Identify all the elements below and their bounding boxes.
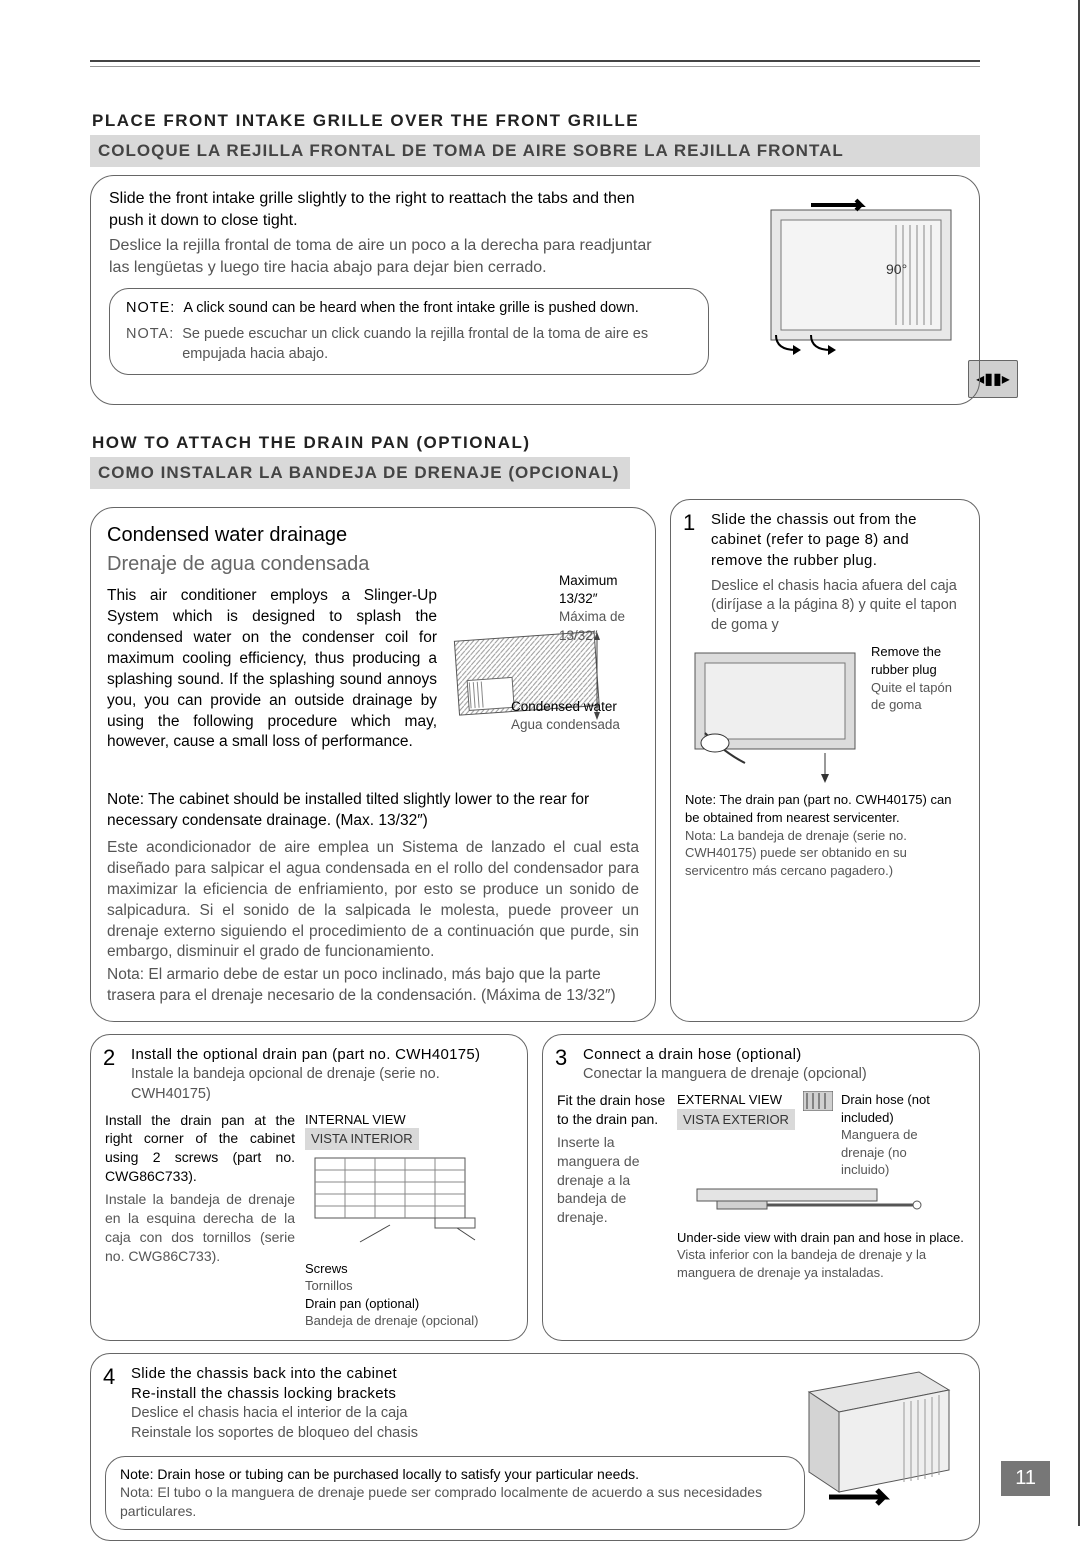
section1-title-en: PLACE FRONT INTAKE GRILLE OVER THE FRONT…: [90, 107, 980, 135]
step2-num: 2: [103, 1043, 115, 1073]
step2-body-es: Instale la bandeja de drenaje en la esqu…: [105, 1190, 295, 1266]
step3-title-es: Conectar la manguera de drenaje (opciona…: [583, 1065, 965, 1085]
internal-en: INTERNAL VIEW: [305, 1111, 505, 1129]
step3-title-en: Connect a drain hose (optional): [583, 1045, 965, 1065]
sub-en: Condensed water drainage: [107, 522, 639, 549]
note-en: A click sound can be heard when the fron…: [183, 299, 638, 319]
step2-title-en: Install the optional drain pan (part no.…: [131, 1045, 513, 1065]
step4-card: 4 Slide the chassis back into the cabine…: [90, 1353, 980, 1541]
max-en: Maximum 13/32″: [559, 572, 639, 608]
step1-note-en: The drain pan (part no. CWH40175) can be…: [685, 792, 951, 825]
section2-title-es: COMO INSTALAR LA BANDEJA DE DRENAJE (OPC…: [90, 457, 630, 489]
pan-es: Bandeja de drenaje (opcional): [305, 1313, 478, 1328]
step1-es: Deslice el chasis hacia afuera del caja …: [711, 577, 965, 636]
cabinet-illustration: [789, 1362, 969, 1512]
drainage-card: Condensed water drainage Drenaje de agua…: [90, 507, 656, 1022]
para-es: Este acondicionador de aire emplea un Si…: [107, 838, 639, 964]
angle-label: 90°: [886, 261, 907, 277]
chassis-illustration: [685, 643, 865, 783]
hose-es: Manguera de drenaje (no incluido): [841, 1126, 941, 1179]
internal-view-illustration: [305, 1150, 495, 1260]
step4-num: 4: [103, 1362, 115, 1392]
section1-body-es: Deslice la rejilla frontal de toma de ai…: [109, 235, 669, 278]
step3-body-en: Fit the drain hose to the drain pan.: [557, 1091, 667, 1129]
section1-title-es: COLOQUE LA REJILLA FRONTAL DE TOMA DE AI…: [90, 135, 980, 167]
step1-note-es: La bandeja de drenaje (serie no. CWH4017…: [685, 828, 907, 878]
hose-en: Drain hose (not included): [841, 1091, 941, 1126]
under-es: Vista inferior con la bandeja de drenaje…: [677, 1246, 965, 1281]
step1-card: 1 Slide the chassis out from the cabinet…: [670, 499, 980, 1022]
section1-note-card: NOTE: A click sound can be heard when the…: [109, 288, 709, 375]
para-en: This air conditioner employs a Slinger-U…: [107, 586, 437, 786]
max-es: Máxima de 13/32″: [559, 608, 639, 644]
note-es2: Nota: El armario debe de estar un poco i…: [107, 965, 639, 1007]
step4-note-en: Drain hose or tubing can be purchased lo…: [157, 1466, 639, 1482]
rm-en: Remove the rubber plug: [871, 643, 961, 678]
screws-es: Tornillos: [305, 1278, 353, 1293]
step3-body-es: Inserte la manguera de drenaje a la band…: [557, 1133, 667, 1227]
external-view-illustration: [677, 1179, 937, 1229]
under-en: Under-side view with drain pan and hose …: [677, 1229, 965, 1247]
step4-note-card: Note: Drain hose or tubing can be purcha…: [105, 1456, 805, 1531]
step3-card: 3 Connect a drain hose (optional) Conect…: [542, 1034, 980, 1341]
note-es: Se puede escuchar un click cuando la rej…: [182, 325, 692, 364]
step2-title-es: Instale la bandeja opcional de drenaje (…: [131, 1065, 513, 1104]
note-en2: Note: The cabinet should be installed ti…: [107, 790, 639, 832]
rule-top: [90, 60, 980, 62]
section-drain-pan: HOW TO ATTACH THE DRAIN PAN (OPTIONAL) C…: [90, 429, 980, 1541]
page-number: 11: [1001, 1461, 1050, 1496]
step1-en: Slide the chassis out from the cabinet (…: [711, 510, 965, 571]
cw-en: Condensed water: [511, 698, 639, 716]
step4-note-es: El tubo o la manguera de drenaje puede s…: [120, 1484, 762, 1519]
step1-nota-label: Nota:: [685, 828, 716, 843]
step2-body-en: Install the drain pan at the right corne…: [105, 1111, 295, 1187]
rule-thin: [90, 66, 980, 67]
section-front-grille: PLACE FRONT INTAKE GRILLE OVER THE FRONT…: [90, 107, 980, 405]
pan-en: Drain pan (optional): [305, 1296, 419, 1311]
internal-es: VISTA INTERIOR: [305, 1128, 419, 1150]
section2-title-en: HOW TO ATTACH THE DRAIN PAN (OPTIONAL): [90, 429, 980, 457]
step4-t1: Slide the chassis back into the cabinet: [131, 1364, 531, 1384]
step3-num: 3: [555, 1043, 567, 1073]
step1-note-label: Note:: [685, 792, 716, 807]
section1-body-en: Slide the front intake grille slightly t…: [109, 188, 669, 231]
note-label-en: NOTE:: [126, 299, 175, 319]
screws-en: Screws: [305, 1261, 348, 1276]
section1-card: Slide the front intake grille slightly t…: [90, 175, 980, 405]
hatch-legend-icon: [803, 1091, 833, 1111]
step2-card: 2 Install the optional drain pan (part n…: [90, 1034, 528, 1341]
nota-label-es: NOTA:: [126, 325, 174, 364]
cw-es: Agua condensada: [511, 716, 639, 734]
step4-nota-label: Nota:: [120, 1484, 153, 1500]
external-es: VISTA EXTERIOR: [677, 1109, 795, 1131]
external-en: EXTERNAL VIEW: [677, 1091, 795, 1109]
step1-num: 1: [683, 508, 695, 538]
grille-illustration: 90°: [741, 180, 971, 360]
step4-e1: Deslice el chasis hacia el interior de l…: [131, 1404, 531, 1424]
step4-t2: Re-install the chassis locking brackets: [131, 1384, 531, 1404]
rm-es: Quite el tapón de goma: [871, 679, 961, 714]
page-content: ◂▮▮▸ PLACE FRONT INTAKE GRILLE OVER THE …: [90, 60, 980, 1541]
step4-e2: Reinstale los soportes de bloqueo del ch…: [131, 1424, 531, 1444]
step4-note-label: Note:: [120, 1466, 153, 1482]
